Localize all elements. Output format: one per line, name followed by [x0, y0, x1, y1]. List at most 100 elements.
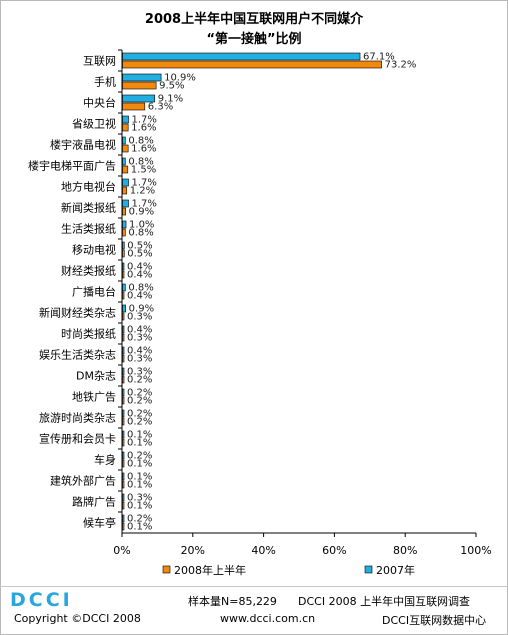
bar-2007: [122, 73, 162, 82]
category-label: 楼宇电梯平面广告: [28, 159, 116, 173]
bar-2008h1: [122, 501, 125, 510]
data-label-2008h1: 0.2%: [127, 417, 152, 428]
data-label-2007: 0.8%: [128, 136, 153, 147]
data-label-2008h1: 0.4%: [127, 270, 152, 281]
category-label: 候车亭: [83, 516, 116, 530]
category-label: 宣传册和会员卡: [39, 432, 116, 446]
data-label-2008h1: 0.9%: [129, 207, 154, 218]
legend-swatch: [162, 565, 171, 574]
category-label: 中央台: [83, 96, 116, 110]
data-label-2007: 1.7%: [132, 115, 157, 126]
category-label: DM杂志: [76, 370, 116, 383]
category-label: 生活类报纸: [61, 222, 116, 236]
data-label-2007: 0.2%: [127, 514, 152, 525]
data-label-2008h1: 0.1%: [127, 480, 152, 491]
data-label-2008h1: 1.6%: [131, 123, 156, 134]
bar-2007: [122, 115, 129, 124]
data-label-2007: 0.1%: [127, 430, 152, 441]
copyright-text: Copyright ©DCCI 2008: [14, 612, 141, 625]
bar-2008h1: [122, 354, 125, 363]
bar-2008h1: [122, 333, 125, 342]
category-label: 手机: [94, 75, 116, 89]
category-label: 楼宇液晶电视: [50, 138, 116, 152]
bar-2007: [122, 262, 125, 271]
data-label-2008h1: 0.1%: [127, 501, 152, 512]
bar-2007: [122, 325, 125, 334]
bar-2007: [122, 451, 125, 460]
bar-2008h1: [122, 123, 129, 132]
bar-2008h1: [122, 60, 382, 69]
bar-2007: [122, 199, 129, 208]
bar-2008h1: [122, 228, 126, 237]
data-label-2007: 0.2%: [127, 451, 152, 462]
legend-swatch: [364, 565, 373, 574]
bar-2008h1: [122, 417, 125, 426]
bar-2008h1: [122, 396, 125, 405]
bar-2008h1: [122, 312, 125, 321]
category-label: 地铁广告: [72, 391, 116, 404]
data-label-2008h1: 0.1%: [127, 438, 152, 449]
data-label-2007: 0.3%: [127, 367, 152, 378]
chart-title-line2: “第一接触”比例: [206, 32, 302, 47]
website-url: www.dcci.com.cn: [220, 612, 316, 625]
data-label-2007: 0.9%: [129, 304, 154, 315]
data-label-2007: 0.3%: [127, 493, 152, 504]
bar-2008h1: [122, 522, 125, 531]
survey-name: DCCI 2008 上半年中国互联网调查: [298, 595, 471, 608]
category-label: 新闻类报纸: [61, 201, 116, 215]
data-label-2007: 0.8%: [128, 157, 153, 168]
data-label-2008h1: 0.3%: [127, 312, 152, 323]
data-label-2007: 0.4%: [127, 346, 152, 357]
data-label-2007: 0.5%: [127, 241, 152, 252]
x-tick-label: 60%: [322, 544, 346, 557]
bar-2007: [122, 346, 125, 355]
category-label: 建筑外部广告: [50, 474, 116, 488]
bar-2007: [122, 388, 125, 397]
bar-2007: [122, 409, 125, 418]
data-label-2008h1: 0.8%: [128, 228, 153, 239]
data-label-2007: 0.4%: [127, 262, 152, 273]
category-label: 新闻财经类杂志: [39, 306, 116, 320]
bar-2008h1: [122, 291, 125, 300]
bar-2007: [122, 283, 126, 292]
category-label: 广播电台: [72, 285, 116, 299]
data-label-2008h1: 1.2%: [130, 186, 155, 197]
bar-2007: [122, 367, 125, 376]
category-label: 互联网: [83, 55, 116, 68]
legend-label: 2007年: [376, 563, 415, 577]
category-label: 时尚类报纸: [61, 327, 116, 341]
bar-2008h1: [122, 207, 126, 216]
data-label-2008h1: 73.2%: [385, 60, 417, 71]
bar-2008h1: [122, 144, 129, 153]
data-label-2008h1: 0.3%: [127, 354, 152, 365]
data-label-2007: 0.4%: [127, 325, 152, 336]
category-label: 路牌广告: [72, 495, 116, 509]
dcci-logo: DCCI: [10, 589, 73, 611]
category-label: 财经类报纸: [61, 264, 116, 278]
bar-2008h1: [122, 459, 125, 468]
bar-2007: [122, 178, 129, 187]
data-label-2007: 10.9%: [164, 73, 196, 84]
data-label-2007: 1.7%: [132, 199, 157, 210]
data-label-2008h1: 0.3%: [127, 333, 152, 344]
x-tick-label: 0%: [113, 544, 130, 557]
bar-2008h1: [122, 165, 129, 174]
data-label-2007: 1.7%: [132, 178, 157, 189]
category-label: 旅游时尚类杂志: [39, 411, 116, 425]
bar-2008h1: [122, 480, 125, 489]
bar-2008h1: [122, 270, 125, 279]
bar-2007: [122, 241, 125, 250]
bar-2008h1: [122, 186, 128, 195]
bar-2007: [122, 52, 361, 61]
bar-2007: [122, 514, 125, 523]
category-label: 车身: [94, 453, 116, 467]
sample-size: 样本量N=85,229: [188, 595, 277, 608]
data-center-name: DCCI互联网数据中心: [382, 614, 487, 627]
data-label-2008h1: 0.2%: [127, 396, 152, 407]
data-label-2008h1: 0.2%: [127, 375, 152, 386]
x-tick-label: 20%: [181, 544, 205, 557]
data-label-2007: 0.8%: [128, 283, 153, 294]
data-label-2008h1: 1.5%: [131, 165, 156, 176]
bar-2007: [122, 493, 125, 502]
bar-2007: [122, 472, 125, 481]
